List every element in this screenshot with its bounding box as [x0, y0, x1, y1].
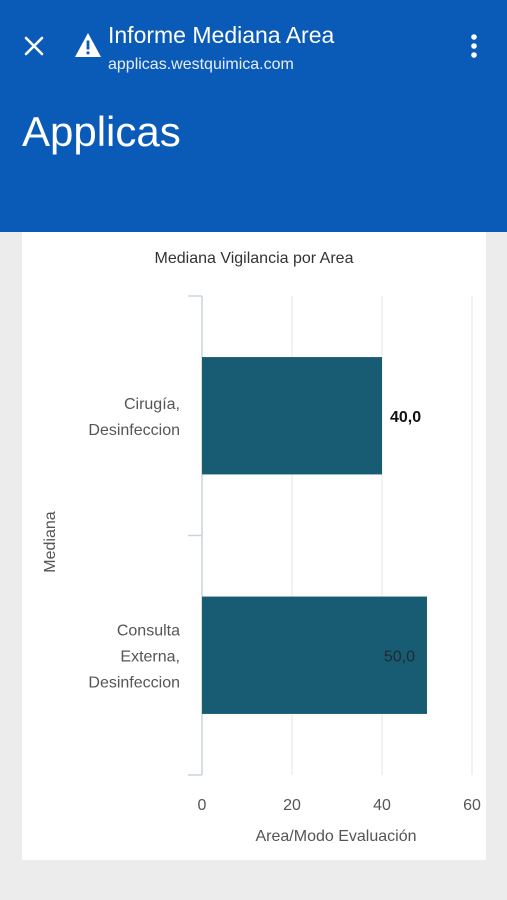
page-title: Informe Mediana Area	[108, 22, 335, 48]
close-button[interactable]	[18, 30, 50, 62]
y-axis-label: Mediana	[42, 511, 59, 572]
bar	[202, 357, 382, 475]
x-tick-label: 20	[283, 797, 301, 814]
category-label: Externa,	[120, 648, 180, 665]
x-tick-label: 40	[373, 797, 391, 814]
app-name: Applicas	[22, 108, 181, 155]
more-menu-button[interactable]	[462, 30, 486, 62]
bar	[202, 596, 427, 714]
page-url: applicas.westquimica.com	[108, 56, 294, 73]
category-label: Consulta	[117, 622, 180, 639]
app-header: Applicas	[0, 92, 507, 232]
warning-icon[interactable]	[74, 32, 102, 58]
x-tick-label: 60	[463, 797, 481, 814]
close-icon	[24, 36, 44, 56]
category-label: Desinfeccion	[88, 422, 180, 439]
bar-chart: Mediana Vigilancia por Area Cirugía, Desi…	[42, 250, 481, 845]
x-tick-label: 0	[198, 797, 207, 814]
x-axis-label: Area/Modo Evaluación	[256, 828, 417, 845]
bar-value-label: 40,0	[390, 409, 421, 426]
category-label: Cirugía,	[124, 396, 180, 413]
more-vert-icon	[471, 34, 477, 58]
category-label: Desinfeccion	[88, 674, 180, 691]
chart-title: Mediana Vigilancia por Area	[155, 250, 354, 267]
chart-card: Mediana Vigilancia por Area Cirugía, Desi…	[22, 232, 486, 860]
app-bar: Informe Mediana Area applicas.westquimic…	[0, 0, 507, 93]
bar-value-label: 50,0	[384, 648, 415, 665]
